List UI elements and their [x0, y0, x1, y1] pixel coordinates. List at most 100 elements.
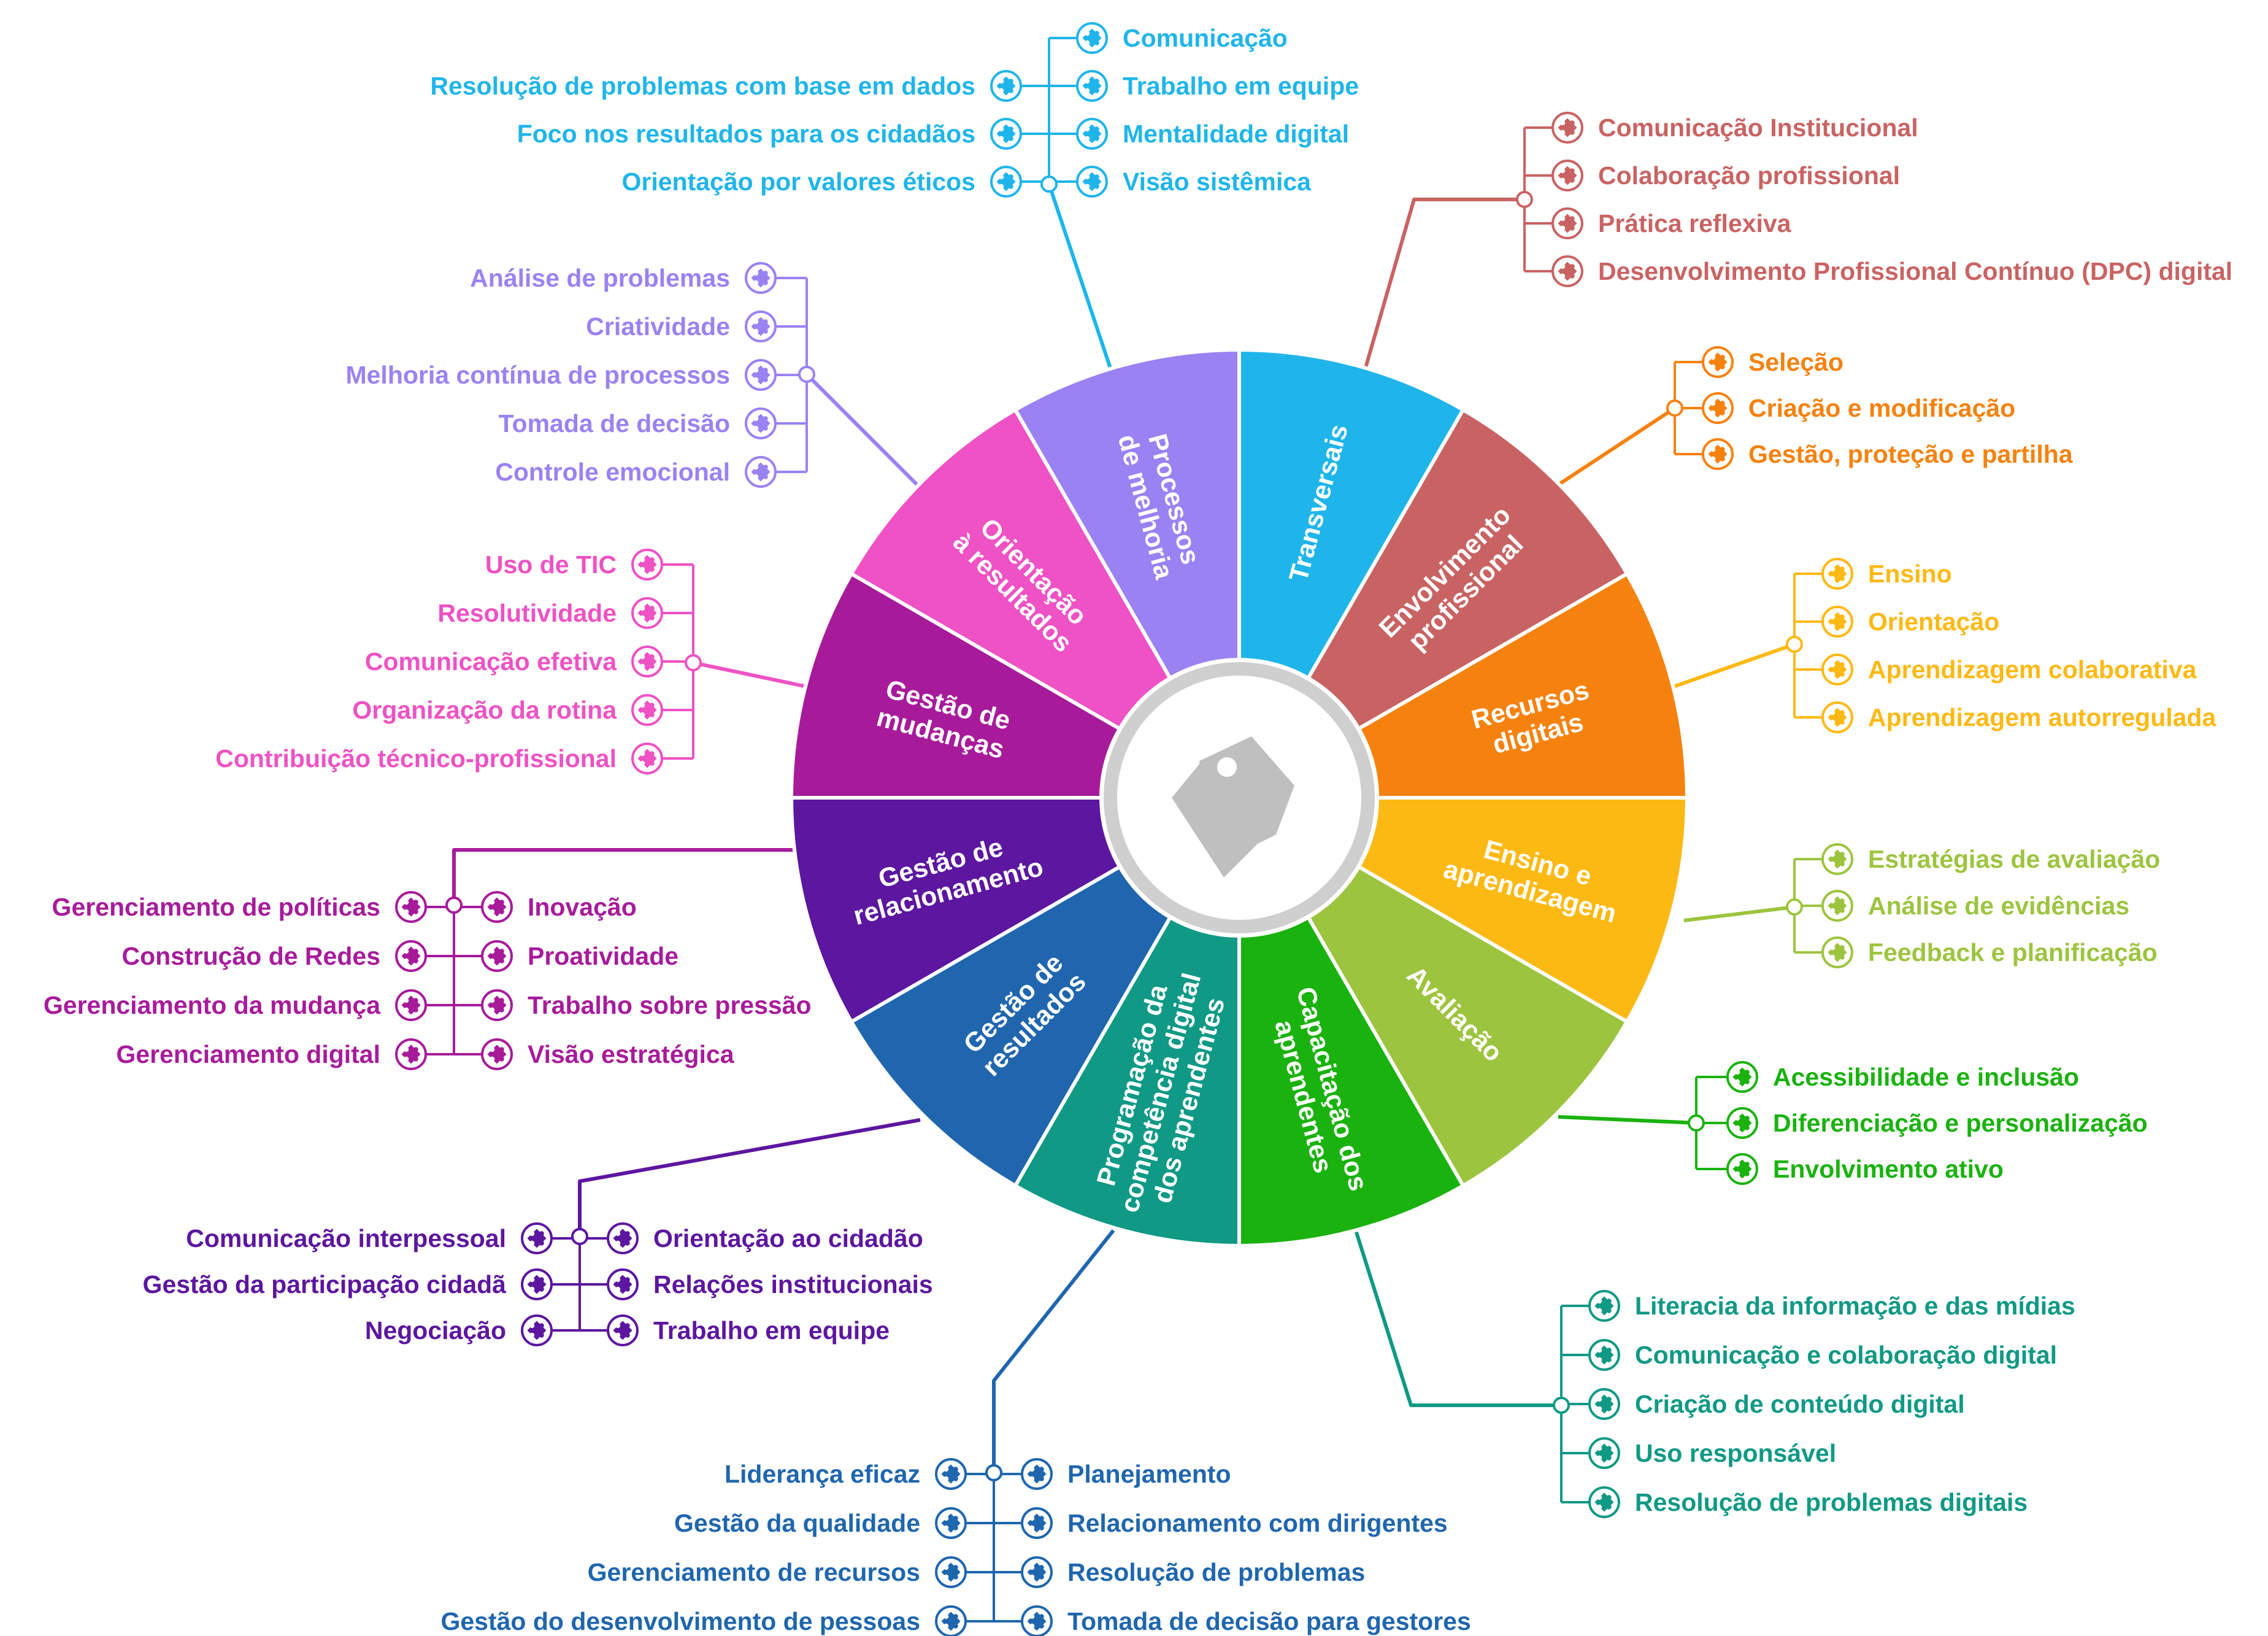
- leaf-item[interactable]: Feedback e planificação: [1821, 936, 2158, 968]
- leaf-item[interactable]: Resolução de problemas digitais: [1588, 1486, 2028, 1518]
- segment-programacao[interactable]: Programação dacompetência digitaldos apr…: [1012, 914, 1241, 1248]
- leaf-item[interactable]: Envolvimento ativo: [1726, 1153, 2004, 1185]
- leaf-item[interactable]: Prática reflexiva: [1551, 207, 1792, 239]
- leaf-label: Controle emocional: [495, 458, 730, 486]
- leaf-item[interactable]: Relações institucionais: [607, 1268, 933, 1300]
- leaf-item[interactable]: Literacia da informação e das mídias: [1588, 1290, 2075, 1322]
- leaf-item[interactable]: Liderança eficaz: [725, 1458, 967, 1490]
- puzzle-piece: [996, 124, 1016, 144]
- leaf-item[interactable]: Uso de TIC: [485, 549, 663, 581]
- segment-gestao-resultados[interactable]: Gestão deresultados: [848, 864, 1173, 1189]
- leaf-item[interactable]: Gestão da participação cidadã: [143, 1268, 553, 1300]
- segment-wedge-gestao-relacionamento[interactable]: [789, 796, 1123, 1025]
- segment-envolvimento[interactable]: Envolvimentoprofissional: [1305, 407, 1630, 731]
- leaf-item[interactable]: Gerenciamento de recursos: [588, 1556, 967, 1588]
- leaf-item[interactable]: Criação de conteúdo digital: [1588, 1388, 1965, 1420]
- leaf-item[interactable]: Orientação ao cidadão: [607, 1222, 923, 1254]
- leaf-item[interactable]: Organização da rotina: [352, 694, 663, 726]
- segment-gestao-mudancas[interactable]: Gestão demudanças: [789, 571, 1123, 800]
- leaf-item[interactable]: Gerenciamento da mudança: [44, 989, 427, 1021]
- leaf-item[interactable]: Mentalidade digital: [1076, 118, 1349, 150]
- leaf-item[interactable]: Orientação por valores éticos: [621, 166, 1022, 198]
- leaf-item[interactable]: Construção de Redes: [122, 940, 427, 972]
- leaf-item[interactable]: Foco nos resultados para os cidadãos: [517, 118, 1022, 150]
- segment-transversais[interactable]: Transversais: [1237, 347, 1466, 681]
- puzzle-piece: [401, 995, 421, 1015]
- leaf-item[interactable]: Estratégias de avaliação: [1821, 843, 2160, 875]
- segment-wedge-orientacao-resultados[interactable]: [848, 407, 1173, 731]
- leaf-item[interactable]: Trabalho sobre pressão: [481, 989, 812, 1021]
- segment-wedge-gestao-mudancas[interactable]: [789, 571, 1123, 800]
- leaf-item[interactable]: Comunicação interpessoal: [186, 1222, 553, 1254]
- segment-wedge-capacitacao[interactable]: [1237, 914, 1466, 1248]
- leaf-label: Relações institucionais: [653, 1270, 933, 1298]
- leaf-item[interactable]: Visão sistêmica: [1076, 166, 1312, 198]
- segment-orientacao-resultados[interactable]: Orientaçãoà resultados: [848, 407, 1173, 731]
- leaf-item[interactable]: Comunicação efetiva: [365, 646, 663, 677]
- segment-wedge-processos-melhoria[interactable]: [1012, 347, 1241, 681]
- segment-recursos[interactable]: Recursosdigitais: [1356, 571, 1689, 800]
- leaf-item[interactable]: Controle emocional: [495, 456, 777, 488]
- leaf-item[interactable]: Contribuição técnico-profissional: [215, 743, 663, 774]
- leaf-item[interactable]: Análise de evidências: [1821, 890, 2129, 922]
- leaf-item[interactable]: Trabalho em equipe: [607, 1314, 890, 1346]
- leaf-item[interactable]: Acessibilidade e inclusão: [1726, 1061, 2079, 1093]
- segment-gestao-relacionamento[interactable]: Gestão derelacionamento: [789, 796, 1123, 1025]
- leaf-item[interactable]: Inovação: [481, 891, 637, 923]
- leaf-item[interactable]: Gestão da qualidade: [674, 1507, 967, 1539]
- segment-wedge-avaliacao[interactable]: [1305, 864, 1630, 1189]
- leaf-label: Gestão do desenvolvimento de pessoas: [440, 1607, 920, 1635]
- puzzle-piece: [751, 462, 771, 482]
- leaf-item[interactable]: Gestão do desenvolvimento de pessoas: [440, 1605, 967, 1636]
- segment-wedge-recursos[interactable]: [1356, 571, 1689, 800]
- leaf-item[interactable]: Análise de problemas: [470, 262, 777, 294]
- leaf-item[interactable]: Gerenciamento digital: [116, 1038, 427, 1070]
- puzzle-piece: [1828, 896, 1847, 916]
- leaf-item[interactable]: Comunicação e colaboração digital: [1588, 1339, 2057, 1371]
- leaf-item[interactable]: Comunicação: [1076, 22, 1288, 54]
- leaf-item[interactable]: Colaboração profissional: [1551, 160, 1900, 191]
- leaf-item[interactable]: Relacionamento com dirigentes: [1021, 1507, 1448, 1539]
- leaf-item[interactable]: Orientação: [1821, 606, 1999, 638]
- leaf-item[interactable]: Melhoria contínua de processos: [345, 359, 777, 391]
- leaf-item[interactable]: Proatividade: [481, 940, 678, 972]
- leaf-item[interactable]: Gerenciamento de políticas: [52, 891, 427, 923]
- leaf-item[interactable]: Uso responsável: [1588, 1437, 1836, 1469]
- leaf-item[interactable]: Aprendizagem autorregulada: [1821, 701, 2216, 733]
- leaf-item[interactable]: Aprendizagem colaborativa: [1821, 654, 2197, 685]
- leaf-item[interactable]: Tomada de decisão para gestores: [1021, 1605, 1471, 1636]
- leaf-item[interactable]: Comunicação Institucional: [1551, 112, 1918, 144]
- leaf-item[interactable]: Criatividade: [586, 311, 777, 342]
- leaf-item[interactable]: Negociação: [365, 1314, 553, 1346]
- leaf-item[interactable]: Diferenciação e personalização: [1726, 1107, 2148, 1139]
- leaf-item[interactable]: Trabalho em equipe: [1076, 70, 1359, 102]
- leaf-item[interactable]: Desenvolvimento Profissional Contínuo (D…: [1551, 255, 2232, 287]
- leaf-item[interactable]: Visão estratégica: [481, 1038, 735, 1070]
- leaf-item[interactable]: Resolução de problemas com base em dados: [430, 70, 1022, 102]
- puzzle-piece: [941, 1464, 961, 1484]
- leaf-item[interactable]: Resolutividade: [437, 597, 663, 629]
- segment-capacitacao[interactable]: Capacitação dosaprendentes: [1237, 914, 1466, 1248]
- leaf-item[interactable]: Criação e modificação: [1702, 392, 2015, 424]
- leaf-item[interactable]: Planejamento: [1021, 1458, 1231, 1490]
- leaf-label: Criação de conteúdo digital: [1635, 1390, 1965, 1418]
- leaf-item[interactable]: Resolução de problemas: [1021, 1556, 1365, 1588]
- connector-capacitacao: [1558, 1115, 1697, 1125]
- leaf-label: Liderança eficaz: [725, 1460, 920, 1488]
- segment-wedge-gestao-resultados[interactable]: [848, 864, 1173, 1189]
- leaf-label: Diferenciação e personalização: [1773, 1109, 2148, 1137]
- leaf-item[interactable]: Ensino: [1821, 558, 1952, 590]
- segment-wedge-envolvimento[interactable]: [1305, 407, 1630, 731]
- segment-wedge-programacao[interactable]: [1012, 914, 1241, 1248]
- leaf-label: Gestão, proteção e partilha: [1748, 440, 2074, 468]
- segment-wedge-ensino[interactable]: [1356, 796, 1689, 1025]
- leaf-item[interactable]: Seleção: [1702, 346, 1843, 378]
- segment-ensino[interactable]: Ensino eaprendizagem: [1356, 796, 1689, 1025]
- connector-transversais: [1047, 183, 1115, 378]
- leaf-item[interactable]: Tomada de decisão: [499, 407, 777, 439]
- segment-processos-melhoria[interactable]: Processosde melhoria: [1012, 347, 1241, 681]
- segment-avaliacao[interactable]: Avaliação: [1305, 864, 1630, 1189]
- segment-wedge-transversais[interactable]: [1237, 347, 1466, 681]
- leaf-item[interactable]: Gestão, proteção e partilha: [1702, 438, 2074, 470]
